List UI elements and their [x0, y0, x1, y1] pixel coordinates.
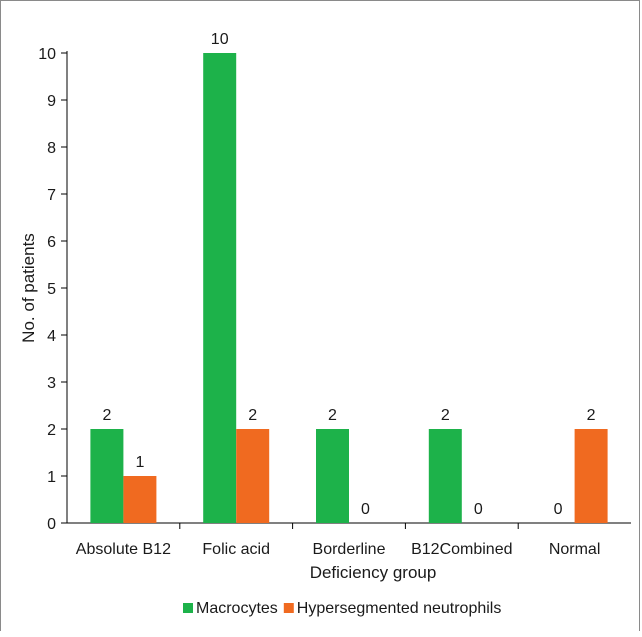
x-axis-title: Deficiency group: [310, 563, 437, 582]
bars: [90, 53, 608, 523]
y-tick-label: 0: [47, 516, 56, 533]
bar-hypersegmented: [123, 476, 157, 523]
y-tick-label: 5: [47, 281, 56, 298]
legend-label: Macrocytes: [196, 600, 278, 617]
legend-swatch: [183, 603, 193, 613]
data-label: 2: [587, 407, 596, 424]
data-label: 2: [248, 407, 257, 424]
data-labels: 2 10 2 2 0 1 2 0 0 2: [102, 31, 595, 518]
y-tick-label: 3: [47, 375, 56, 392]
data-label: 2: [102, 407, 111, 424]
legend-swatch: [283, 603, 294, 613]
x-tick-label: Absolute B12: [76, 541, 171, 558]
y-tick-label: 9: [47, 93, 56, 110]
bar-macrocytes: [90, 429, 124, 523]
data-label: 10: [211, 31, 229, 48]
y-tick-label: 1: [47, 469, 56, 486]
data-label: 0: [474, 501, 483, 518]
x-tick-label: Borderline: [313, 541, 386, 558]
x-tick-label: Folic acid: [202, 541, 270, 558]
data-label: 1: [135, 454, 144, 471]
y-tick-label: 4: [47, 328, 56, 345]
y-tick-label: 10: [38, 46, 56, 63]
legend-label: Hypersegmented neutrophils: [297, 600, 502, 617]
bar-macrocytes: [203, 53, 237, 523]
y-tick-label: 8: [47, 140, 56, 157]
y-axis-title: No. of patients: [19, 233, 38, 343]
data-label: 2: [441, 407, 450, 424]
x-tick-label: B12Combined: [411, 541, 512, 558]
bar-hypersegmented: [574, 429, 608, 523]
bar-macrocytes: [428, 429, 462, 523]
bar-hypersegmented: [236, 429, 270, 523]
data-label: 0: [361, 501, 370, 518]
bar-macrocytes: [316, 429, 349, 523]
x-tick-label: Normal: [549, 541, 601, 558]
y-tick-label: 7: [47, 187, 56, 204]
y-tick-label: 6: [47, 234, 56, 251]
y-tick-label: 2: [47, 422, 56, 439]
data-label: 0: [554, 501, 563, 518]
data-label: 2: [328, 407, 337, 424]
legend: Macrocytes Hypersegmented neutrophils: [183, 600, 501, 617]
